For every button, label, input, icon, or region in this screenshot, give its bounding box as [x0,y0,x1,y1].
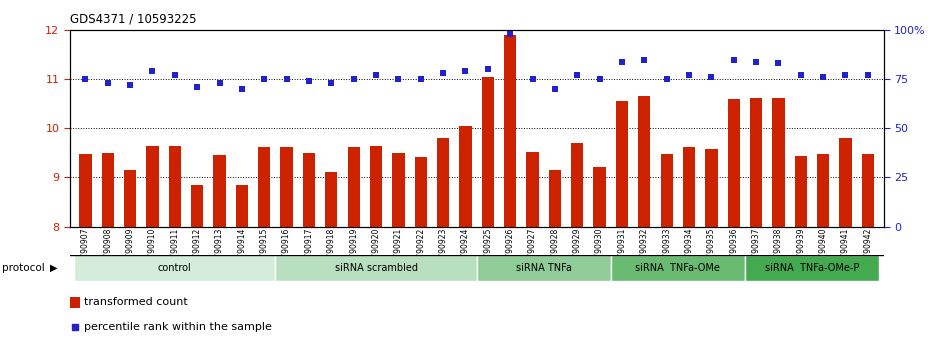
Text: siRNA  TNFa-OMe-P: siRNA TNFa-OMe-P [764,263,859,273]
Bar [750,98,763,227]
Text: control: control [158,263,192,273]
Bar [326,172,338,227]
Point [279,76,294,82]
Bar [101,153,113,227]
Point [100,80,115,86]
Point [435,70,450,76]
Point [458,69,472,74]
Point [726,57,741,62]
Point [481,67,496,72]
Bar [348,147,360,227]
Bar [281,147,293,227]
Bar [437,138,449,227]
Bar [370,145,382,227]
Text: siRNA TNFa: siRNA TNFa [516,263,572,273]
Bar [660,154,672,227]
Point [548,86,563,92]
Point [503,31,518,37]
Bar [745,256,879,281]
Bar [168,145,181,227]
Point [682,73,697,78]
Point [324,80,339,86]
Bar [705,149,718,227]
Bar [549,170,561,227]
Bar [482,77,494,227]
Bar [303,153,315,227]
Point [570,73,585,78]
Point [513,76,528,82]
Bar [840,138,852,227]
Point [167,73,182,78]
Bar [79,154,91,227]
Text: transformed count: transformed count [85,297,188,307]
Text: protocol: protocol [2,263,45,273]
Bar [593,167,605,227]
Point [413,76,428,82]
Point [659,76,674,82]
Bar [683,147,695,227]
Point [190,84,205,90]
Bar [638,96,650,227]
Bar [275,256,476,281]
Text: percentile rank within the sample: percentile rank within the sample [85,322,272,332]
Bar [459,126,472,227]
Point [860,73,875,78]
Text: GDS4371 / 10593225: GDS4371 / 10593225 [70,12,196,25]
Point [123,82,138,88]
Point [78,76,93,82]
Point [838,73,853,78]
Point [145,69,160,74]
Point [301,78,316,84]
Text: ▶: ▶ [50,263,58,273]
Bar [862,154,874,227]
Point [346,76,361,82]
Bar [616,101,628,227]
Bar [191,185,204,227]
Bar [70,297,79,308]
Point [704,74,719,80]
Point [212,80,227,86]
Bar [772,98,785,227]
Bar [571,143,583,227]
Bar [794,156,807,227]
Bar [146,145,159,227]
Bar [504,35,516,227]
Point [816,74,830,80]
Point [257,76,272,82]
Point [368,73,383,78]
Bar [611,256,745,281]
Bar [526,152,538,227]
Point [615,59,630,64]
Point [771,61,786,66]
Bar [124,170,137,227]
Bar [213,155,226,227]
Bar [392,153,405,227]
Point [592,76,607,82]
Point [793,73,808,78]
Bar [476,256,611,281]
Point [391,76,405,82]
Bar [74,256,275,281]
Point [637,57,652,62]
Text: siRNA scrambled: siRNA scrambled [335,263,418,273]
Bar [259,147,271,227]
Point [234,86,249,92]
Text: siRNA  TNFa-OMe: siRNA TNFa-OMe [635,263,720,273]
Point [525,76,540,82]
Point [749,59,764,64]
Bar [415,157,427,227]
Bar [727,99,740,227]
Bar [235,185,248,227]
Bar [817,154,830,227]
